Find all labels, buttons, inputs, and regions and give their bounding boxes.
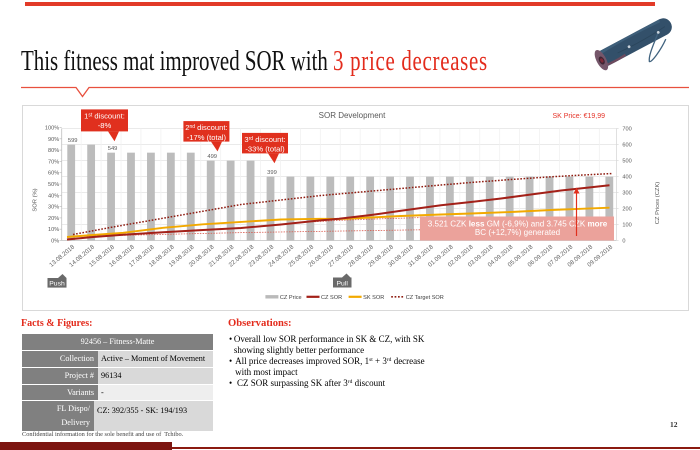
svg-text:SOR Development: SOR Development (319, 111, 386, 120)
svg-text:2nd discount:: 2nd discount: (185, 123, 227, 132)
svg-text:CZ Target SOR: CZ Target SOR (406, 295, 444, 301)
svg-text:-33% (total): -33% (total) (245, 145, 285, 154)
svg-text:700: 700 (622, 127, 631, 133)
svg-text:Pull: Pull (337, 280, 349, 287)
svg-text:600: 600 (622, 143, 631, 149)
svg-text:SK SOR: SK SOR (363, 295, 384, 301)
svg-text:549: 549 (108, 146, 118, 152)
svg-text:100%: 100% (45, 126, 59, 132)
svg-text:Push: Push (49, 281, 65, 288)
svg-text:CZ Prices (CZK): CZ Prices (CZK) (655, 182, 661, 225)
svg-text:200: 200 (622, 207, 631, 213)
svg-text:-17% (total): -17% (total) (187, 133, 227, 142)
svg-text:10%: 10% (48, 227, 59, 233)
svg-text:50%: 50% (48, 182, 59, 188)
svg-text:CZ SOR: CZ SOR (321, 295, 342, 301)
svg-text:0: 0 (622, 239, 625, 245)
svg-text:SK Price: €19,99: SK Price: €19,99 (552, 113, 605, 120)
svg-text:400: 400 (622, 175, 631, 181)
svg-text:-8%: -8% (98, 121, 112, 130)
svg-text:599: 599 (68, 138, 78, 144)
svg-text:70%: 70% (48, 159, 59, 165)
svg-text:500: 500 (622, 159, 631, 165)
svg-text:90%: 90% (48, 137, 59, 143)
svg-text:300: 300 (622, 191, 631, 197)
svg-text:100: 100 (622, 223, 631, 229)
svg-text:SOR (%): SOR (%) (33, 188, 39, 211)
svg-text:399: 399 (267, 170, 277, 176)
svg-text:499: 499 (207, 154, 217, 160)
svg-text:3rd discount:: 3rd discount: (244, 135, 285, 144)
svg-text:80%: 80% (48, 148, 59, 154)
svg-text:0%: 0% (51, 239, 59, 245)
svg-text:CZ Price: CZ Price (280, 295, 302, 301)
svg-text:1st discount:: 1st discount: (84, 111, 125, 120)
svg-text:60%: 60% (48, 171, 59, 177)
svg-text:BC (+12,7%) generated: BC (+12,7%) generated (475, 228, 560, 237)
svg-text:3.521 CZK less GM (-6,9%) and: 3.521 CZK less GM (-6,9%) and 3.745 CZK … (428, 220, 608, 229)
svg-text:20%: 20% (48, 216, 59, 222)
svg-text:30%: 30% (48, 205, 59, 211)
svg-text:40%: 40% (48, 193, 59, 199)
